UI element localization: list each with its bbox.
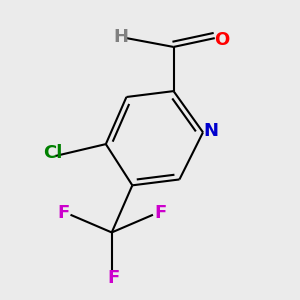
- Text: F: F: [57, 204, 69, 222]
- Text: F: F: [154, 204, 167, 222]
- Text: H: H: [113, 28, 128, 46]
- Text: N: N: [204, 122, 219, 140]
- Text: O: O: [214, 31, 230, 49]
- Text: F: F: [107, 269, 119, 287]
- Text: Cl: Cl: [43, 144, 62, 162]
